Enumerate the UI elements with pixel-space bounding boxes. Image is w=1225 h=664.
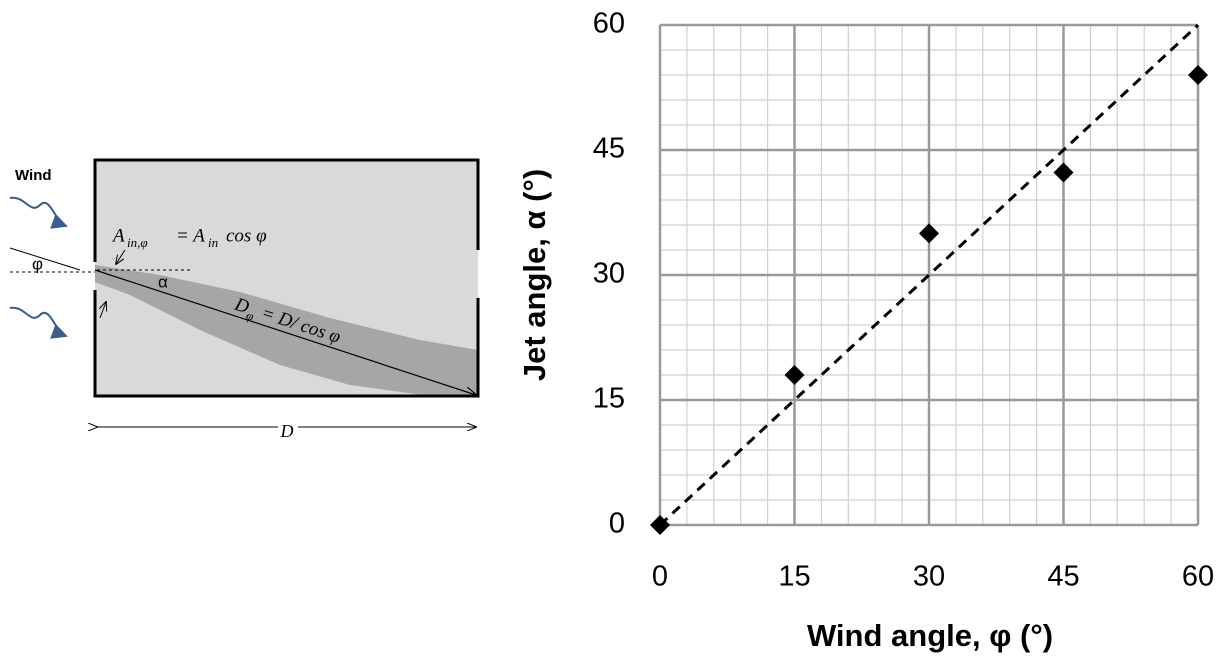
formula-part: A — [111, 225, 125, 246]
wind-dir — [9, 247, 81, 271]
wind-arrow — [9, 306, 68, 339]
data-point — [650, 515, 670, 535]
wind-label: Wind — [15, 167, 52, 184]
label-bg — [278, 418, 298, 436]
inflow-formula: A in,φ = A in cos φ — [111, 225, 267, 250]
walls — [93, 158, 480, 398]
formula-part: = A — [176, 225, 205, 246]
y-tick-label: 45 — [593, 133, 625, 165]
pointer — [100, 302, 106, 319]
reference-line — [658, 23, 1200, 527]
y-axis-title: Jet angle, α (°) — [517, 169, 552, 381]
data-point — [784, 365, 805, 385]
y-tick-label: 60 — [593, 8, 625, 40]
jet — [95, 265, 478, 396]
formula-sub: in — [208, 235, 218, 250]
diagram: Wind φ α D A in,φ = A in cos φ D φ = D/ … — [9, 158, 480, 441]
formula-sub: in,φ — [127, 235, 148, 250]
pointer — [116, 249, 126, 264]
x-tick-label: 30 — [913, 561, 945, 593]
y-tick-label: 30 — [593, 258, 625, 290]
data-point — [1053, 162, 1074, 183]
y-tick-label: 0 — [609, 508, 625, 540]
y-tick-label: 15 — [593, 383, 625, 415]
x-tick-label: 60 — [1182, 561, 1214, 593]
length-label: D — [280, 421, 294, 441]
jet-axis — [94, 269, 476, 395]
x-tick-label: 0 — [652, 561, 668, 593]
formula-part: cos φ — [226, 225, 267, 246]
x-tick-label: 15 — [778, 561, 810, 593]
formula-sub: φ — [244, 307, 255, 323]
formula-part: D — [231, 294, 252, 319]
wind-arrow — [9, 196, 68, 229]
chart: 0 15 30 45 60 0 15 30 45 60 Wind angle, φ (°) Jet a… — [517, 8, 1214, 654]
phi-label: φ — [32, 254, 43, 273]
data-point — [1188, 65, 1208, 85]
x-axis-title: Wind angle, φ (°) — [807, 618, 1053, 653]
x-tick-label: 45 — [1047, 561, 1079, 593]
data-point — [919, 223, 939, 244]
alpha-label: α — [158, 272, 168, 291]
